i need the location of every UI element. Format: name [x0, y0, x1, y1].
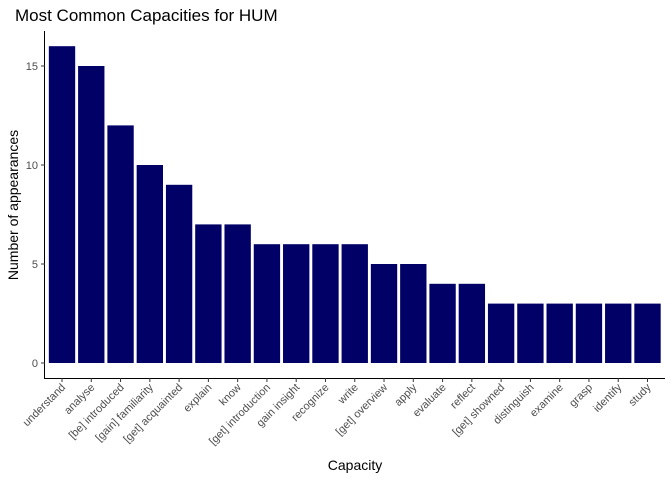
bar-18: [575, 303, 603, 363]
x-tick-label-5: explain: [181, 382, 214, 415]
bar-19: [605, 303, 632, 363]
bar-9: [312, 244, 339, 363]
bar-13: [429, 283, 456, 363]
bar-10: [341, 244, 368, 363]
y-axis-title: Number of appearances: [5, 130, 21, 280]
bar-3: [136, 165, 163, 363]
y-tick-label-1: 5: [32, 259, 38, 271]
y-tick-label-2: 10: [26, 160, 38, 172]
bar-6: [224, 224, 251, 363]
bar-20: [634, 303, 661, 363]
x-tick-label-11: [get] overview: [334, 382, 391, 439]
x-tick-label-20: study: [627, 381, 654, 408]
bar-1: [78, 66, 105, 363]
x-tick-label-19: identify: [591, 381, 624, 414]
bar-16: [517, 303, 544, 363]
x-tick-label-0: understand: [21, 382, 68, 429]
bar-12: [400, 264, 427, 363]
bar-0: [48, 46, 76, 363]
bar-4: [165, 184, 193, 363]
x-axis-title: Capacity: [328, 457, 382, 473]
bar-15: [487, 303, 515, 363]
chart-title: Most Common Capacities for HUM: [15, 6, 278, 25]
bar-2: [107, 125, 134, 364]
x-tick-label-10: write: [335, 382, 361, 408]
y-tick-label-0: 0: [32, 358, 38, 370]
bars-group: [48, 46, 661, 364]
y-ticks-group: 0 5 10 15: [26, 61, 45, 370]
y-tick-label-3: 15: [26, 61, 38, 73]
bar-17: [546, 303, 573, 363]
bar-8: [283, 244, 310, 363]
bar-5: [195, 224, 222, 363]
x-tick-label-12: apply: [392, 381, 419, 408]
x-tick-label-6: know: [217, 382, 244, 409]
bar-14: [458, 283, 486, 363]
bar-11: [370, 264, 398, 363]
bar-7: [253, 244, 281, 363]
